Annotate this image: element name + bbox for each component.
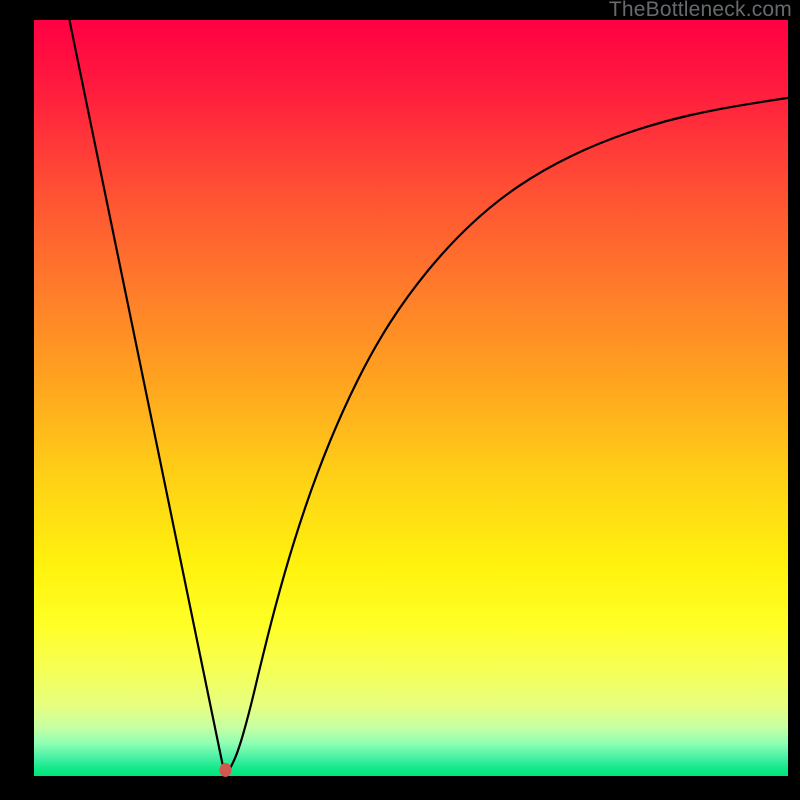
watermark-label: TheBottleneck.com [609, 0, 792, 22]
chart-stage: TheBottleneck.com [0, 0, 800, 800]
optimum-marker [220, 763, 232, 777]
bottleneck-chart [0, 0, 800, 800]
